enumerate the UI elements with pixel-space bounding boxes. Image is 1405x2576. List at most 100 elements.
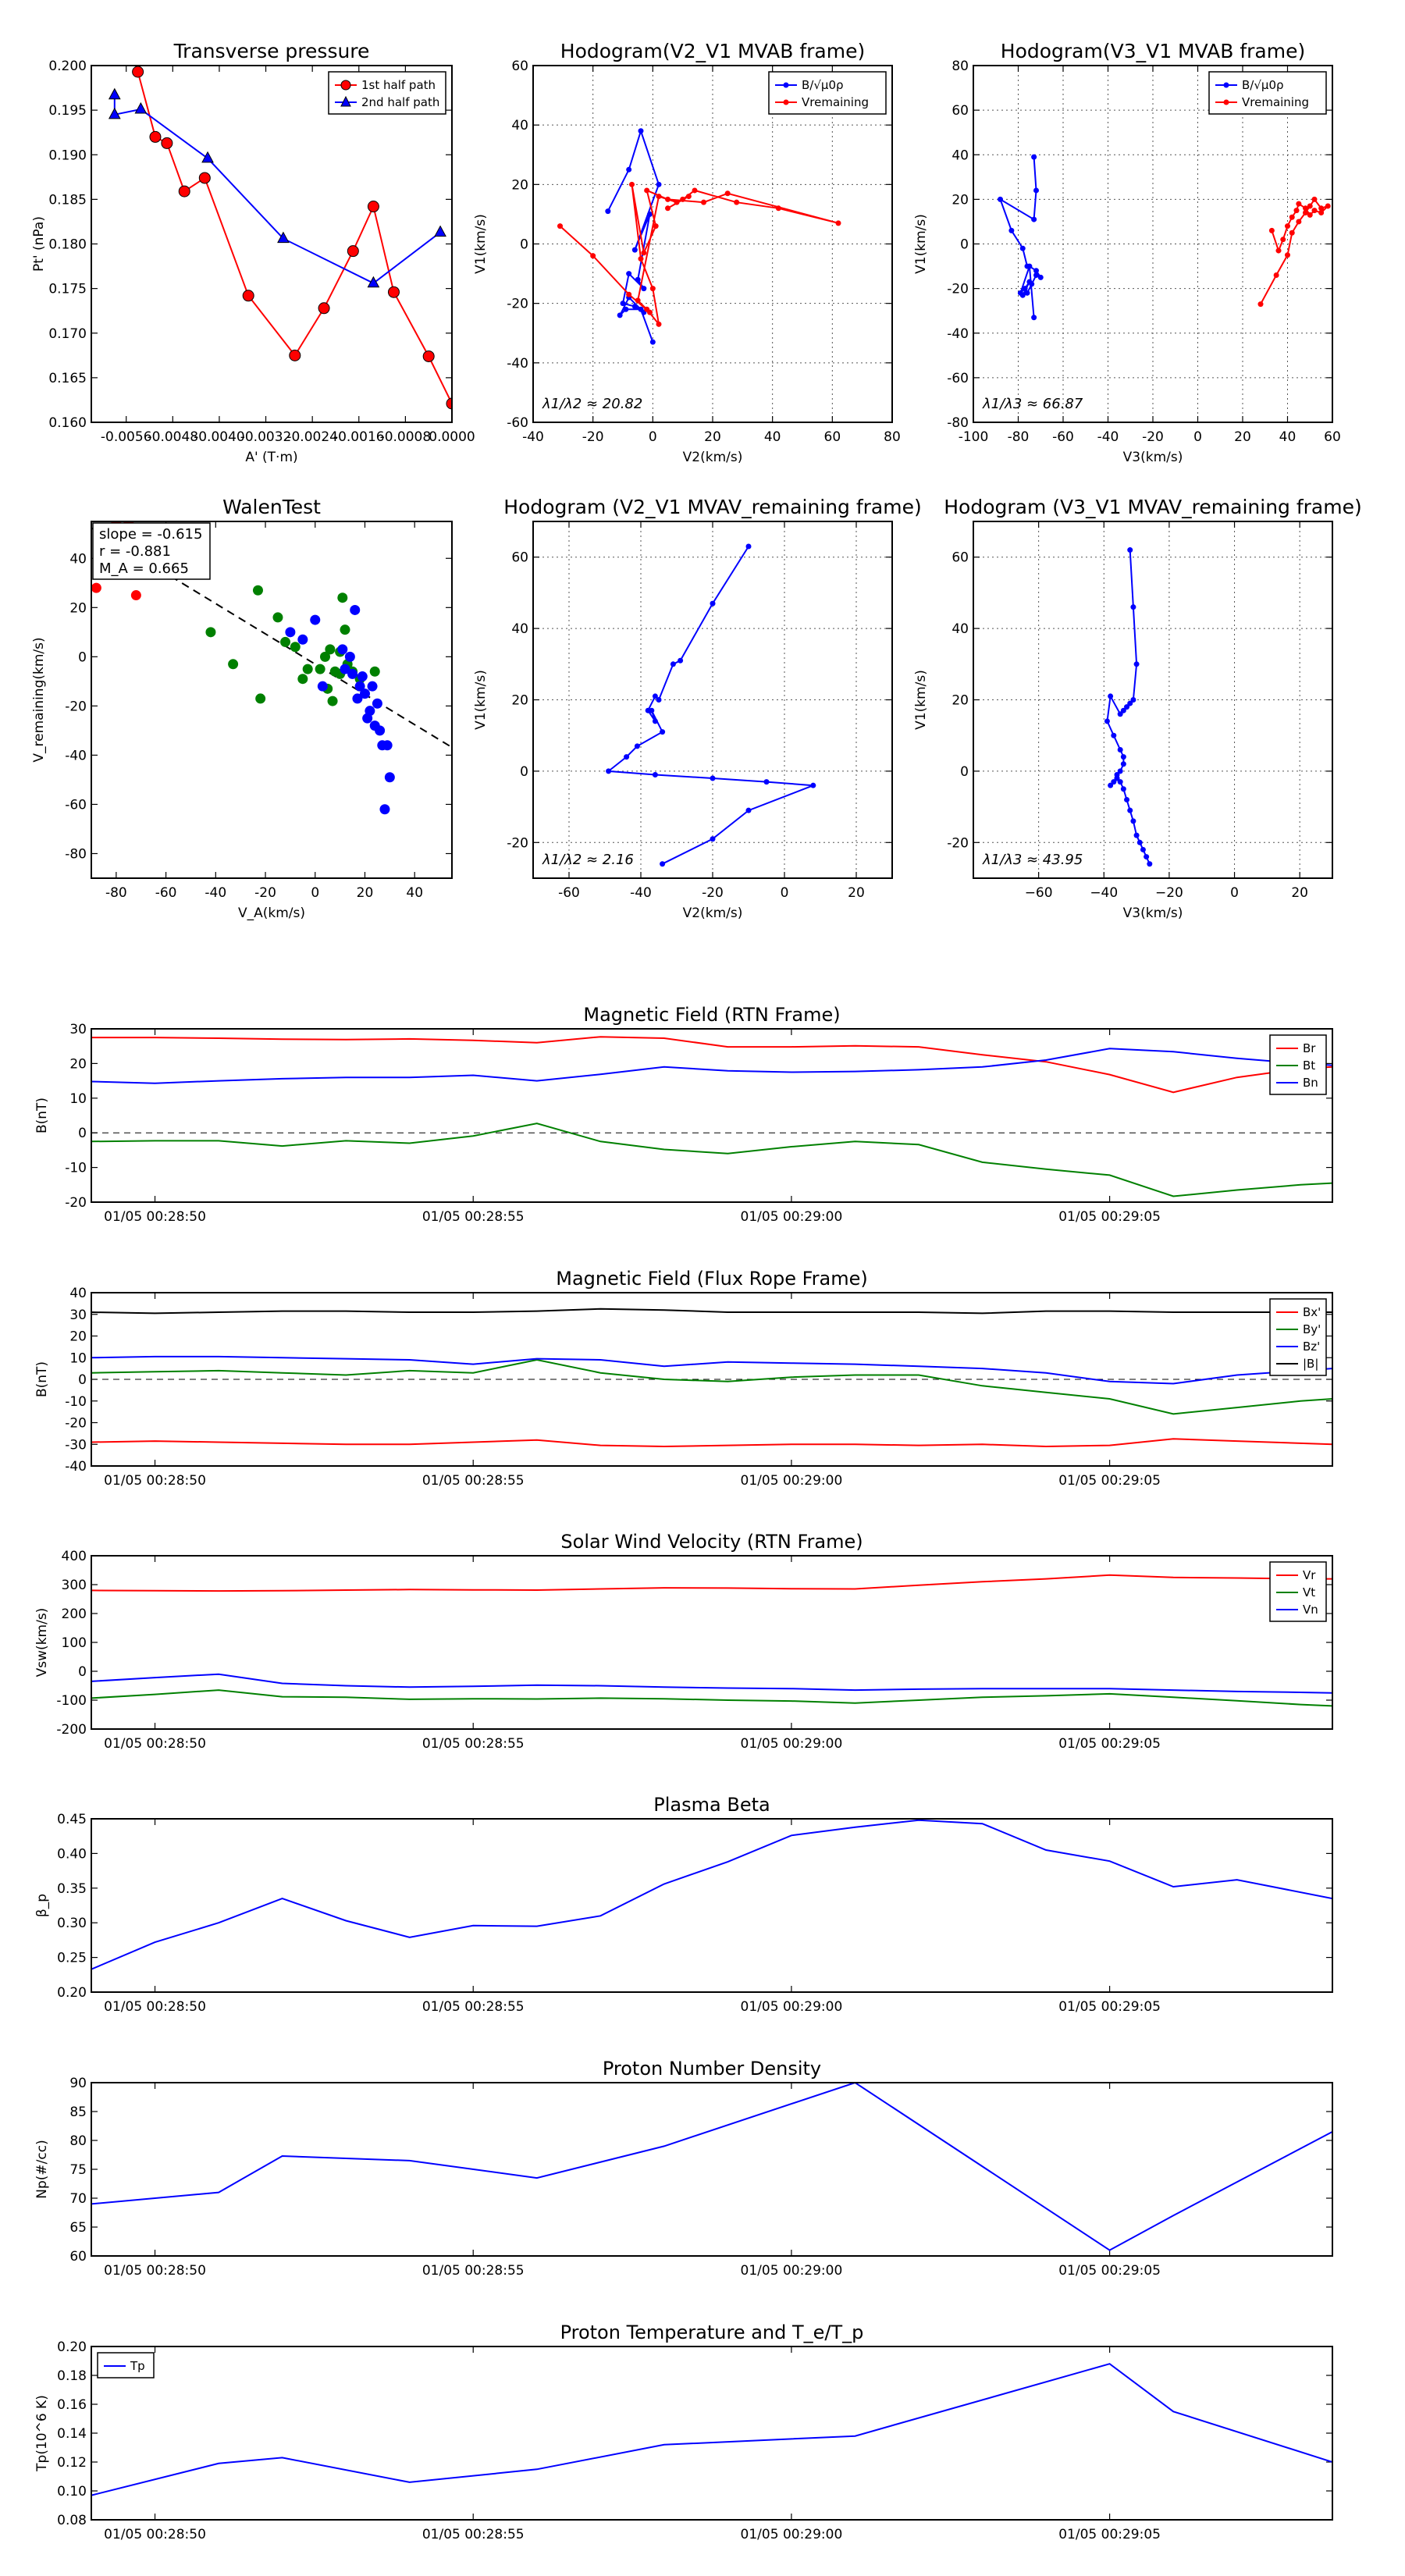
data-point [1133, 661, 1140, 667]
data-point [1117, 779, 1123, 785]
xtick-label: −40 [1090, 885, 1118, 901]
ytick-label: -100 [56, 1693, 87, 1709]
data-point [1031, 216, 1037, 222]
xtick-label: -0.0048 [148, 429, 199, 445]
data-point [660, 861, 666, 867]
ytick-label: 60 [951, 550, 969, 566]
scatter-point [317, 681, 328, 692]
data-point [1285, 223, 1290, 229]
scatter-point [272, 612, 283, 623]
ytick-label: 400 [62, 1549, 87, 1564]
scatter-point [205, 627, 216, 638]
xtick-label: 01/05 00:29:05 [1058, 1473, 1161, 1489]
y-axis-label: Np(#/cc) [34, 2140, 50, 2198]
data-point [641, 286, 647, 292]
data-point [644, 187, 650, 194]
x-axis-label: V3(km/s) [1123, 450, 1183, 465]
data-point [649, 707, 655, 713]
series-line-Bt [91, 1123, 1332, 1197]
scatter-point [228, 659, 239, 670]
data-point [178, 185, 190, 197]
legend-label: Vn [1303, 1603, 1318, 1617]
series-line-Br [91, 1036, 1332, 1094]
data-layer [91, 2363, 1332, 2496]
plot-frame [91, 1818, 1333, 1993]
data-point [1140, 846, 1146, 852]
ytick-label: 0.10 [57, 2484, 87, 2500]
ytick-label: 0.30 [57, 1916, 87, 1931]
scatter-point [297, 674, 308, 685]
scatter-point [255, 693, 266, 704]
plot-frame [91, 1292, 1333, 1467]
xtick-label: 01/05 00:28:50 [104, 2527, 206, 2542]
data-point [1033, 187, 1039, 194]
data-point [701, 199, 706, 205]
ytick-label: 60 [511, 550, 528, 566]
scatter-point [379, 804, 390, 815]
scatter-point [290, 642, 301, 653]
ytick-label: 0.160 [48, 415, 87, 431]
data-layer [557, 128, 841, 345]
scatter-point [344, 651, 355, 662]
series-line-B [91, 1308, 1332, 1315]
xtick-label: 01/05 00:28:55 [422, 1736, 525, 1752]
xtick-label: -60 [155, 885, 177, 901]
panel-wt: WalenTest -80 -60 -40 -20 0 20 40 -80 -60 -40 -20 0 2… [31, 496, 453, 921]
data-point [1280, 237, 1286, 243]
ytick-label: 0 [520, 764, 528, 780]
data-point [653, 223, 659, 229]
data-point [1031, 154, 1037, 160]
ytick-label: -80 [947, 415, 969, 431]
xtick-label: -0.0008 [380, 429, 432, 445]
data-point [1275, 247, 1282, 254]
xtick-label: 01/05 00:29:00 [741, 2527, 843, 2542]
ytick-label: 0 [78, 1126, 87, 1141]
ratio-annotation: λ1/λ2 ≈ 2.16 [542, 852, 634, 868]
xtick-label: 01/05 00:29:00 [741, 1999, 843, 2015]
xtick-label: -20 [702, 885, 724, 901]
ytick-label: 40 [951, 148, 969, 163]
panel-mag_rtn: Magnetic Field (RTN Frame) -20 -10 0 10 20 30 0… [34, 1004, 1333, 1225]
panel-np: Proton Number Density 60 65 70 75 80 85 90 01/05… [34, 2058, 1333, 2279]
chart-title: Proton Number Density [603, 2058, 821, 2080]
data-point [605, 208, 611, 215]
xtick-label: -20 [1142, 429, 1164, 445]
data-point [710, 775, 716, 781]
plot-frame [91, 1555, 1333, 1730]
xtick-label: 01/05 00:28:50 [104, 1209, 206, 1225]
data-point [745, 543, 752, 550]
data-point [660, 729, 666, 735]
data-point [318, 302, 330, 315]
legend-label: Vremaining [802, 95, 869, 109]
series-line-Vr [91, 1574, 1332, 1592]
data-point [1104, 718, 1110, 724]
xtick-label: -0.0056 [101, 429, 152, 445]
ytick-label: 0.20 [57, 1985, 87, 2001]
legend: Tp [97, 2352, 155, 2379]
data-point [649, 286, 656, 292]
ytick-label: 85 [69, 2105, 87, 2120]
data-point [724, 190, 731, 197]
data-point [656, 321, 662, 327]
scatter-point [280, 636, 291, 647]
xtick-label: 01/05 00:28:50 [104, 1736, 206, 1752]
panel-h1: Hodogram(V2_V1 MVAB frame)-60-40-2002040… [473, 40, 901, 465]
stats-frame [92, 522, 211, 580]
data-point [1307, 212, 1313, 218]
ytick-label: -60 [65, 797, 87, 813]
scatter-point [357, 671, 368, 682]
legend-label: Vr [1303, 1568, 1316, 1582]
scatter-point [327, 696, 338, 706]
data-point [1127, 700, 1133, 706]
scatter-point [350, 604, 361, 615]
data-point [590, 253, 596, 259]
data-point [1307, 203, 1313, 209]
ytick-label: 0.185 [48, 192, 87, 208]
y-axis-label: V1(km/s) [913, 670, 929, 730]
xtick-label: -40 [1097, 429, 1119, 445]
ytick-label: 20 [69, 1056, 87, 1072]
plot-frame [532, 65, 893, 423]
data-point [617, 312, 623, 318]
scatter-point [337, 644, 348, 655]
panel-h4: Hodogram (V3_V1 MVAV_remaining frame) -20… [913, 496, 1362, 921]
